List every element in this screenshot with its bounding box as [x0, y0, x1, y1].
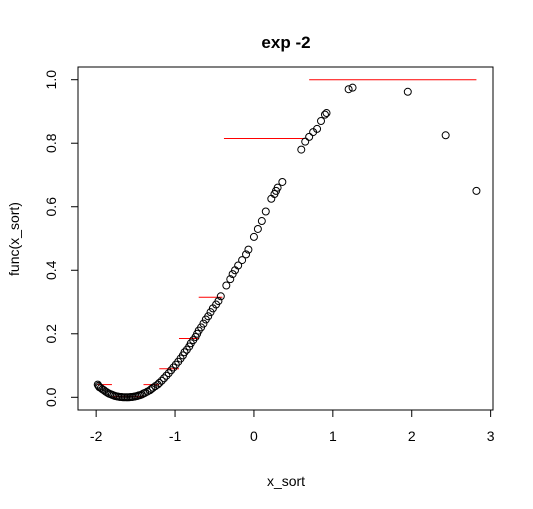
- data-point: [441, 131, 450, 140]
- data-point: [234, 261, 243, 270]
- x-tick-label: 2: [408, 428, 416, 444]
- data-point: [261, 207, 270, 216]
- x-axis-label: x_sort: [267, 473, 305, 489]
- data-point: [305, 132, 314, 141]
- data-point: [162, 371, 171, 380]
- data-point: [278, 177, 287, 186]
- data-point: [244, 245, 253, 254]
- data-point: [171, 360, 180, 369]
- x-axis: -2 -1 0 1 2 3: [90, 409, 495, 444]
- data-point: [155, 379, 164, 388]
- y-axis: 0.0 0.2 0.4 0.6 0.8 1.0: [43, 70, 79, 407]
- data-point: [249, 232, 258, 241]
- data-point: [273, 183, 282, 192]
- x-tick-label: 1: [329, 428, 337, 444]
- x-tick-label: 0: [250, 428, 258, 444]
- x-tick-label: 3: [487, 428, 495, 444]
- chart-title: exp -2: [261, 33, 310, 52]
- data-point: [472, 186, 481, 195]
- data-point: [157, 376, 166, 385]
- data-point: [320, 110, 329, 119]
- data-point: [297, 145, 306, 154]
- x-tick-label: -2: [90, 428, 103, 444]
- y-tick-label: 0.8: [43, 133, 59, 153]
- data-point: [199, 319, 208, 328]
- data-point: [322, 109, 331, 118]
- data-point: [180, 348, 189, 357]
- plot-frame: [77, 66, 494, 411]
- data-point: [317, 116, 326, 125]
- y-axis-label: func(x_sort): [6, 202, 22, 276]
- data-point: [204, 312, 213, 321]
- data-point: [344, 85, 353, 94]
- data-point: [167, 366, 176, 375]
- data-points: [93, 83, 481, 402]
- step-lines: [97, 79, 477, 398]
- data-point: [301, 137, 310, 146]
- data-point: [348, 83, 357, 92]
- y-tick-label: 0.0: [43, 387, 59, 407]
- data-point: [214, 297, 223, 306]
- data-point: [164, 369, 173, 378]
- data-point: [313, 124, 322, 133]
- data-point: [222, 281, 231, 290]
- data-point: [403, 87, 412, 96]
- data-point: [226, 275, 235, 284]
- data-point: [257, 217, 266, 226]
- data-point: [242, 250, 251, 259]
- y-tick-label: 1.0: [43, 70, 59, 90]
- data-point: [159, 374, 168, 383]
- y-tick-label: 0.4: [43, 260, 59, 280]
- data-point: [238, 256, 247, 265]
- data-point: [169, 363, 178, 372]
- y-tick-label: 0.2: [43, 324, 59, 344]
- y-tick-label: 0.6: [43, 197, 59, 217]
- x-tick-label: -1: [169, 428, 182, 444]
- data-point: [253, 224, 262, 233]
- data-point: [216, 292, 225, 301]
